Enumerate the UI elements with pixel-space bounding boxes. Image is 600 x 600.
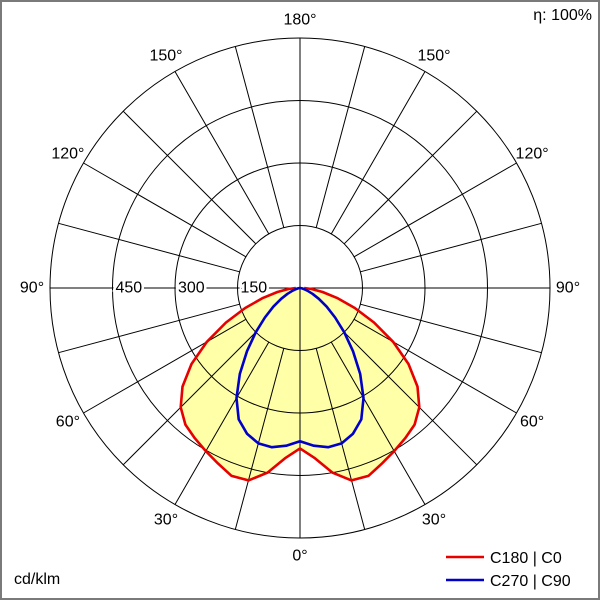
angle-label: 180° (283, 12, 316, 29)
grid-spoke (315, 348, 366, 530)
grid-spoke (58, 303, 240, 354)
grid-spoke (122, 110, 257, 245)
grid-spoke (83, 162, 247, 258)
grid-spoke (234, 348, 285, 530)
grid-spoke (122, 331, 257, 466)
legend-label-c180-c0: C180 | C0 (490, 550, 562, 567)
grid-spoke (360, 222, 542, 273)
grid-spoke (343, 331, 478, 466)
unit-label: cd/klm (14, 571, 60, 588)
grid-spoke (234, 46, 285, 228)
angle-label: 60° (56, 414, 80, 431)
angle-label: 30° (422, 512, 446, 529)
grid-spoke (83, 318, 247, 414)
grid-spoke (58, 222, 240, 273)
grid-spoke (343, 110, 478, 245)
intensity-curves (179, 286, 421, 482)
scale-labels: 450 300 150 0° 30° 30° 60° 60° 90° 90° 120° 120° 150… (20, 12, 580, 565)
curve-c270-c90 (235, 286, 365, 449)
grid-spoke (353, 162, 517, 258)
efficiency-label: η: 100% (533, 7, 592, 24)
curve-c180-c0 (179, 286, 421, 482)
angle-label: 90° (556, 280, 580, 297)
legend: C180 | C0 C270 | C90 (446, 550, 571, 590)
grid-spoke (330, 341, 426, 505)
grid-spoke (360, 303, 542, 354)
angle-label: 120° (51, 146, 84, 163)
grid-spoke (330, 71, 426, 235)
angle-label: 150° (417, 47, 450, 64)
angle-label: 120° (516, 146, 549, 163)
angle-label: 30° (154, 512, 178, 529)
grid-spoke (353, 318, 517, 414)
angle-label: 150° (149, 47, 182, 64)
radial-scale-label: 450 (116, 280, 143, 297)
grid-spoke (174, 341, 270, 505)
radial-scale-label: 300 (178, 280, 205, 297)
angle-label: 60° (520, 414, 544, 431)
polar-grid (49, 37, 551, 539)
grid-spoke (174, 71, 270, 235)
angle-label: 90° (20, 280, 44, 297)
legend-label-c270-c90: C270 | C90 (490, 573, 571, 590)
grid-spoke (315, 46, 366, 228)
angle-label: 0° (292, 548, 307, 565)
radial-scale-label: 150 (241, 280, 268, 297)
